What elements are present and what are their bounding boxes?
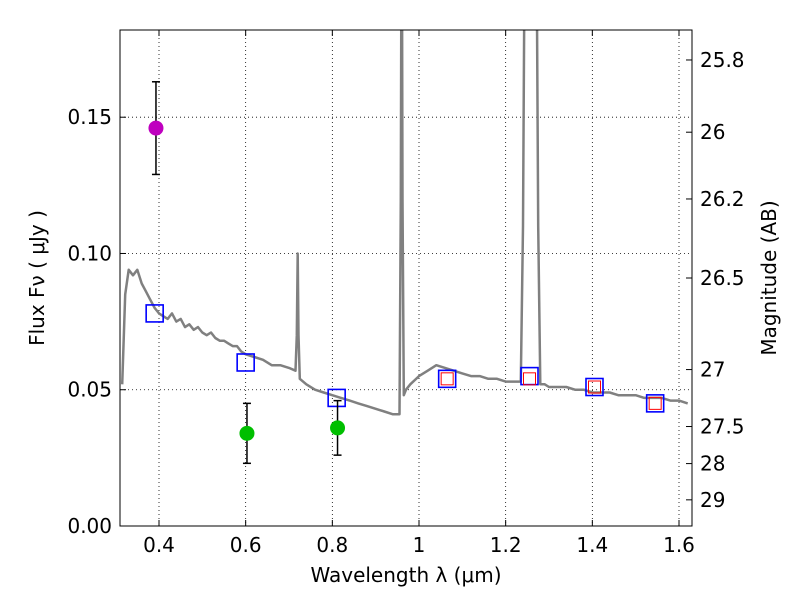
y2-tick-label: 26.2 <box>700 187 745 211</box>
model-photometry-square <box>645 394 665 413</box>
x-tick-label: 0.4 <box>143 533 175 557</box>
y2-tick-label: 25.8 <box>700 48 745 72</box>
data-point <box>330 420 346 436</box>
observed-photometry-square <box>440 372 454 386</box>
x-tick-label: 1.4 <box>576 533 608 557</box>
model-photometry-square <box>437 369 457 389</box>
plot-area <box>120 30 689 465</box>
observed-photometry-square <box>523 372 536 386</box>
model-photometry-square <box>327 388 346 408</box>
observed-photometry-square <box>588 380 601 394</box>
x-tick-label: 0.6 <box>230 533 262 557</box>
model-photometry-square <box>145 304 164 323</box>
x-axis-title: Wavelength λ (μm) <box>310 563 501 587</box>
y2-axis-title: Magnitude (AB) <box>757 200 781 355</box>
y-tick-label: 0.05 <box>67 378 112 402</box>
y-axis: 0.00 0.05 0.10 0.15 <box>67 105 126 538</box>
x-tick-label: 1.6 <box>663 533 695 557</box>
y2-tick-label: 29 <box>700 488 725 512</box>
sed-model-line <box>120 30 689 416</box>
y2-axis: 25.8 26 26.2 26.5 27 27.5 28 29 <box>686 48 745 512</box>
y2-tick-label: 28 <box>700 452 725 476</box>
data-point <box>148 120 164 136</box>
y2-tick-label: 26 <box>700 120 725 144</box>
x-tick-label: 0.8 <box>316 533 348 557</box>
y-tick-label: 0.15 <box>67 105 112 129</box>
observed-photometry-square <box>648 396 662 410</box>
y-tick-label: 0.10 <box>67 241 112 265</box>
y-tick-label: 0.00 <box>67 514 112 538</box>
y-axis-title: Flux Fν ( μJy ) <box>25 210 49 346</box>
y2-tick-label: 27.5 <box>700 415 745 439</box>
model-photometry-square <box>585 377 604 397</box>
x-tick-label: 1.2 <box>490 533 522 557</box>
y2-tick-label: 27 <box>700 358 725 382</box>
model-photometry-square <box>236 353 255 372</box>
x-axis: 0.4 0.6 0.8 1 1.2 1.4 1.6 <box>143 30 695 557</box>
y2-tick-label: 26.5 <box>700 266 745 290</box>
plot-frame <box>119 29 693 527</box>
data-point <box>239 425 255 441</box>
grid-lines <box>120 30 692 527</box>
x-tick-label: 1 <box>413 533 426 557</box>
